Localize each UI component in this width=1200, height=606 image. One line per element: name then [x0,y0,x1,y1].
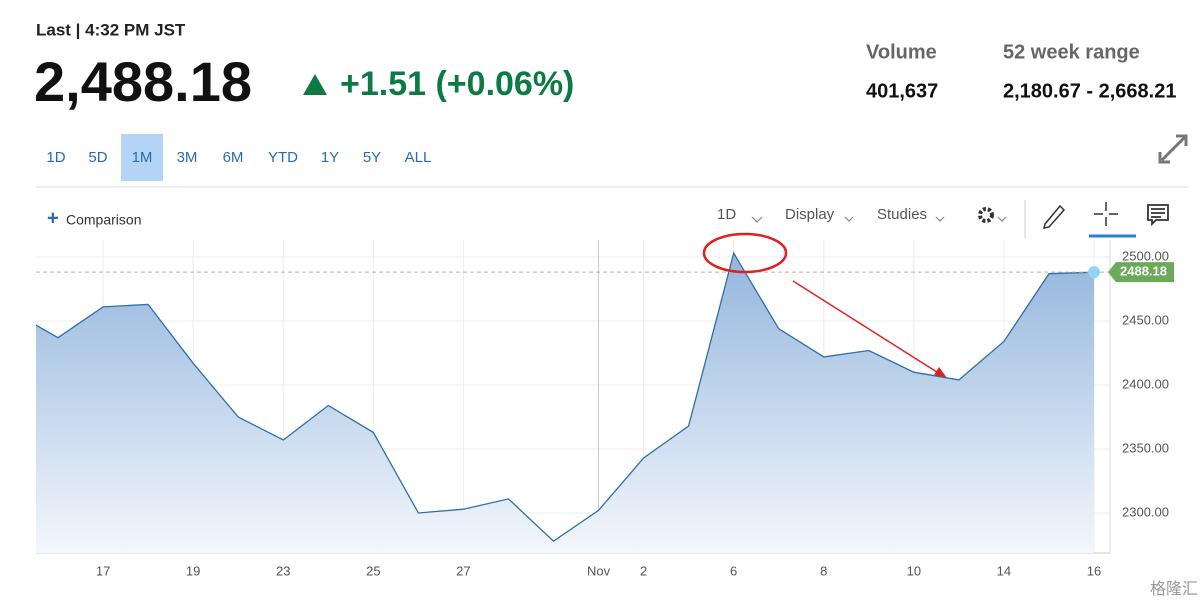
up-arrow [303,74,327,95]
comment-icon[interactable] [1147,204,1169,227]
x-tick-label: 23 [276,563,290,578]
watermark: 格隆汇 [1150,580,1198,598]
studies[interactable]: Studies [877,206,927,223]
price-line [36,251,1095,543]
y-tick-label: 2300.00 [1122,504,1169,519]
active-range [121,134,163,181]
range-bar: 1D 5D 1M 3M 6M YTD 1Y 5Y ALL [46,134,431,181]
settings-icon[interactable] [978,207,994,223]
y-tick-label: 2500.00 [1122,248,1169,263]
range-button[interactable]: 3M [177,149,198,166]
crosshair-icon[interactable] [1094,202,1118,226]
x-tick-label: 8 [820,563,827,578]
y-tick-label: 2450.00 [1122,312,1169,327]
range-button[interactable]: 5Y [363,149,381,166]
volume-label: Volume [866,41,937,63]
range-button[interactable]: 1Y [321,149,339,166]
annotation-arrowhead [934,367,947,378]
area-fill [36,253,1094,553]
interval[interactable]: 1D [717,206,736,223]
range-button[interactable]: ALL [405,149,432,166]
annotation-arrow [792,280,941,375]
x-tick-label: Nov [587,563,611,578]
expand-icon[interactable] [1158,134,1188,164]
range-button[interactable]: 5D [88,149,107,166]
draw-icon[interactable] [1042,204,1066,229]
x-tick-label: 17 [96,563,110,578]
price-badge-label: 2488.18 [1120,264,1167,279]
x-tick-label: 10 [907,563,921,578]
x-tick-label: 6 [730,563,737,578]
range-button[interactable]: 1D [46,149,65,166]
x-tick-label: 19 [186,563,200,578]
last-point [1088,266,1100,279]
x-tick-label: 27 [456,563,470,578]
price-badge [1108,262,1174,283]
dropdown-icons [751,216,1007,223]
volume: 401,637 [866,80,938,102]
change: +1.51 (+0.06%) [340,65,574,103]
range: 2,180.67 - 2,668.21 [1003,80,1176,102]
plus-icon[interactable]: + [47,207,59,229]
annotation-circle [702,232,788,274]
x-tick-label: 2 [640,563,647,578]
price: 2,488.18 [34,50,252,113]
x-tick-label: 16 [1087,563,1101,578]
range-button[interactable]: 1M [132,149,153,166]
x-tick-label: 14 [997,563,1011,578]
last-time: Last | 4:32 PM JST [36,20,186,39]
y-tick-label: 2350.00 [1122,440,1169,455]
range-label: 52 week range [1003,41,1140,63]
range-button[interactable]: YTD [268,149,298,166]
display[interactable]: Display [785,206,835,223]
chart: 2300.00 2350.00 2400.00 2450.00 2500.00 17 19 2… [36,240,1174,578]
comparison[interactable]: Comparison [66,212,141,228]
range-button[interactable]: 6M [223,149,244,166]
x-tick-label: 25 [366,563,380,578]
y-tick-label: 2400.00 [1122,376,1169,391]
